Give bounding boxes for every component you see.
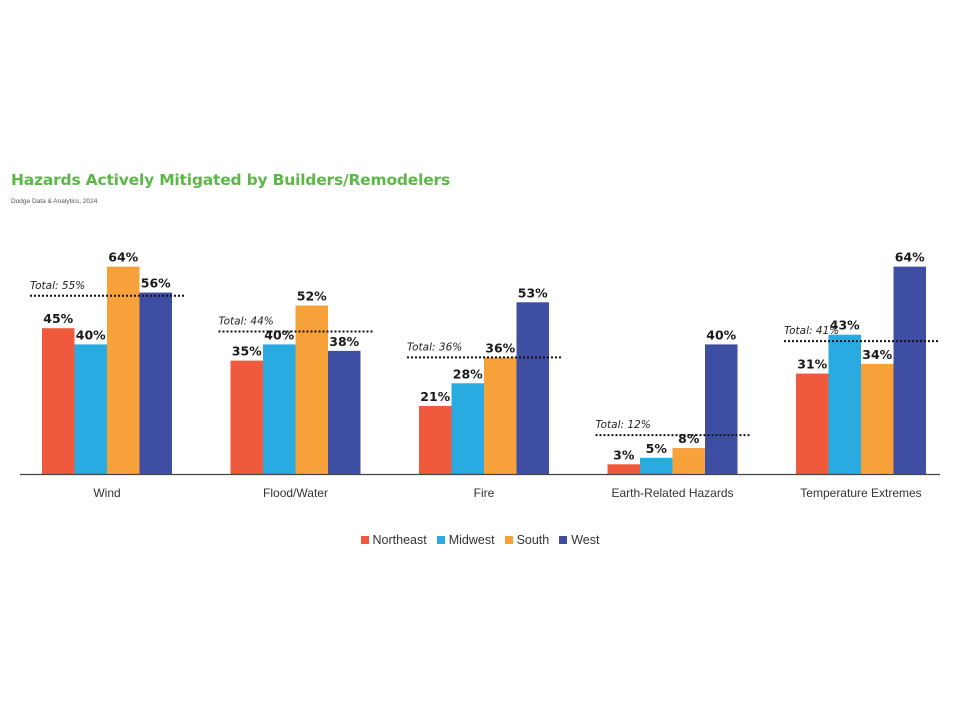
total-label: Total: 41% xyxy=(784,325,839,337)
category-label: Earth-Related Hazards xyxy=(611,486,733,500)
bar xyxy=(516,302,549,474)
total-label: Total: 36% xyxy=(407,341,462,353)
bar xyxy=(451,383,484,474)
legend-item: South xyxy=(504,533,550,547)
bar xyxy=(893,266,926,474)
data-label: 8% xyxy=(678,431,700,446)
bar xyxy=(107,266,140,474)
data-label: 53% xyxy=(518,285,548,300)
chart-subtitle: Dodge Data & Analytics, 2024 xyxy=(11,198,98,205)
data-label: 34% xyxy=(862,347,892,362)
category-label: Flood/Water xyxy=(263,486,328,500)
legend-label: Midwest xyxy=(448,533,495,547)
data-label: 31% xyxy=(797,357,827,372)
data-label: 21% xyxy=(420,389,450,404)
bar xyxy=(139,292,172,474)
category-label: Fire xyxy=(474,486,495,500)
bar xyxy=(419,405,452,474)
bar xyxy=(230,360,263,474)
bar xyxy=(74,344,107,474)
data-label: 5% xyxy=(646,441,668,456)
data-label: 64% xyxy=(895,250,925,265)
category-label: Wind xyxy=(93,486,120,500)
total-label: Total: 55% xyxy=(30,280,85,292)
data-label: 36% xyxy=(485,340,515,355)
legend-item: Midwest xyxy=(436,533,495,547)
total-label: Total: 12% xyxy=(596,419,651,431)
data-label: 38% xyxy=(329,334,359,349)
legend-item: West xyxy=(559,533,599,547)
category-label: Temperature Extremes xyxy=(800,486,921,500)
total-label: Total: 44% xyxy=(219,315,274,327)
bar xyxy=(796,373,829,474)
bar xyxy=(640,457,673,474)
data-label: 64% xyxy=(108,250,138,265)
bar xyxy=(861,363,894,474)
data-label: 3% xyxy=(613,447,635,462)
bar xyxy=(705,344,738,474)
data-label: 45% xyxy=(43,311,73,326)
data-label: 40% xyxy=(264,327,294,342)
chart-title: Hazards Actively Mitigated by Builders/R… xyxy=(11,171,450,189)
data-label: 56% xyxy=(141,276,171,291)
legend-swatch xyxy=(436,536,445,544)
legend-label: South xyxy=(516,533,550,547)
legend-swatch xyxy=(504,536,513,544)
legend-label: Northeast xyxy=(372,533,427,547)
bar xyxy=(828,334,861,474)
data-label: 40% xyxy=(706,327,736,342)
bar xyxy=(607,464,640,474)
data-label: 35% xyxy=(232,344,262,359)
legend-item: Northeast xyxy=(360,533,427,547)
data-label: 52% xyxy=(297,289,327,304)
legend-label: West xyxy=(571,533,600,547)
data-label: 40% xyxy=(76,327,106,342)
data-label: 43% xyxy=(830,318,860,333)
bar xyxy=(484,357,517,474)
bar xyxy=(295,305,328,474)
bar xyxy=(263,344,296,474)
legend-swatch xyxy=(360,536,369,544)
data-label: 28% xyxy=(453,366,483,381)
bar xyxy=(42,328,75,474)
bar xyxy=(328,350,361,474)
legend: Northeast Midwest South West xyxy=(0,533,960,547)
legend-swatch xyxy=(559,536,568,544)
bar xyxy=(672,448,705,474)
